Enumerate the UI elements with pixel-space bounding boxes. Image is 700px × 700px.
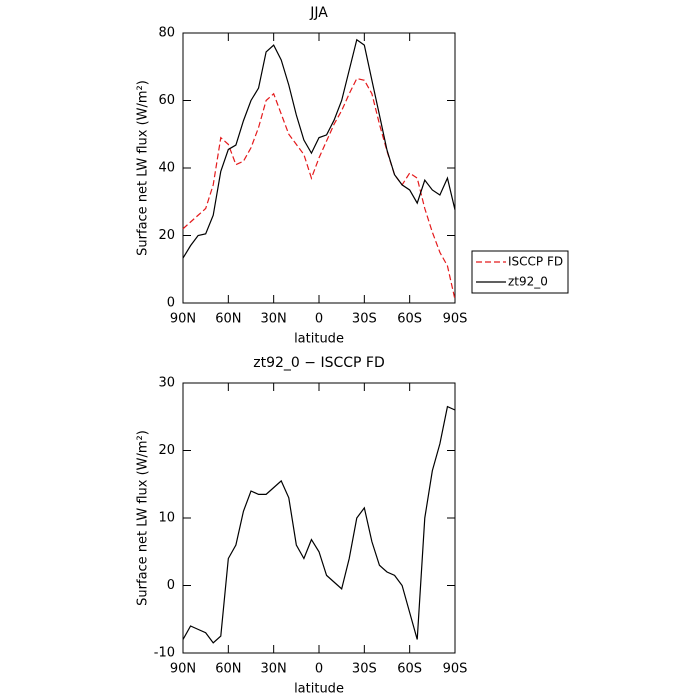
y-tick-label: 80 [158, 26, 175, 41]
y-tick-label: 60 [158, 93, 175, 108]
legend-label: ISCCP FD [508, 255, 563, 269]
series-line [182, 405, 456, 644]
legend-box [471, 250, 569, 294]
legend-label: zt92_0 [508, 275, 548, 289]
series-line [182, 38, 456, 259]
x-axis-label: latitude [294, 332, 344, 347]
x-tick-label: 60N [215, 662, 241, 677]
x-tick-label: 30N [261, 312, 287, 327]
x-tick-label: 30S [352, 662, 377, 677]
plot-frame [182, 382, 456, 654]
chart-title: zt92_0 − ISCCP FD [253, 355, 384, 371]
y-axis-label: Surface net LW flux (W/m²) [136, 80, 151, 256]
x-axis-label: latitude [294, 682, 344, 697]
x-tick-label: 90N [170, 662, 196, 677]
x-tick-label: 60N [215, 312, 241, 327]
y-tick-label: 10 [158, 511, 175, 526]
x-tick-label: 30S [352, 312, 377, 327]
y-tick-label: 40 [158, 161, 175, 176]
x-tick-label: 0 [315, 662, 323, 677]
x-tick-label: 90N [170, 312, 196, 327]
series-line [182, 77, 456, 300]
y-tick-label: 20 [158, 443, 175, 458]
x-tick-label: 30N [261, 662, 287, 677]
plot-frame [182, 32, 456, 304]
y-tick-label: 20 [158, 228, 175, 243]
y-tick-label: 0 [167, 296, 175, 311]
x-tick-label: 90S [443, 312, 468, 327]
x-tick-label: 60S [397, 312, 422, 327]
y-tick-label: -10 [154, 646, 175, 661]
x-tick-label: 60S [397, 662, 422, 677]
chart-title: JJA [309, 5, 328, 21]
y-tick-label: 30 [158, 376, 175, 391]
y-axis-label: Surface net LW flux (W/m²) [136, 430, 151, 606]
x-tick-label: 0 [315, 312, 323, 327]
x-tick-label: 90S [443, 662, 468, 677]
y-tick-label: 0 [167, 578, 175, 593]
